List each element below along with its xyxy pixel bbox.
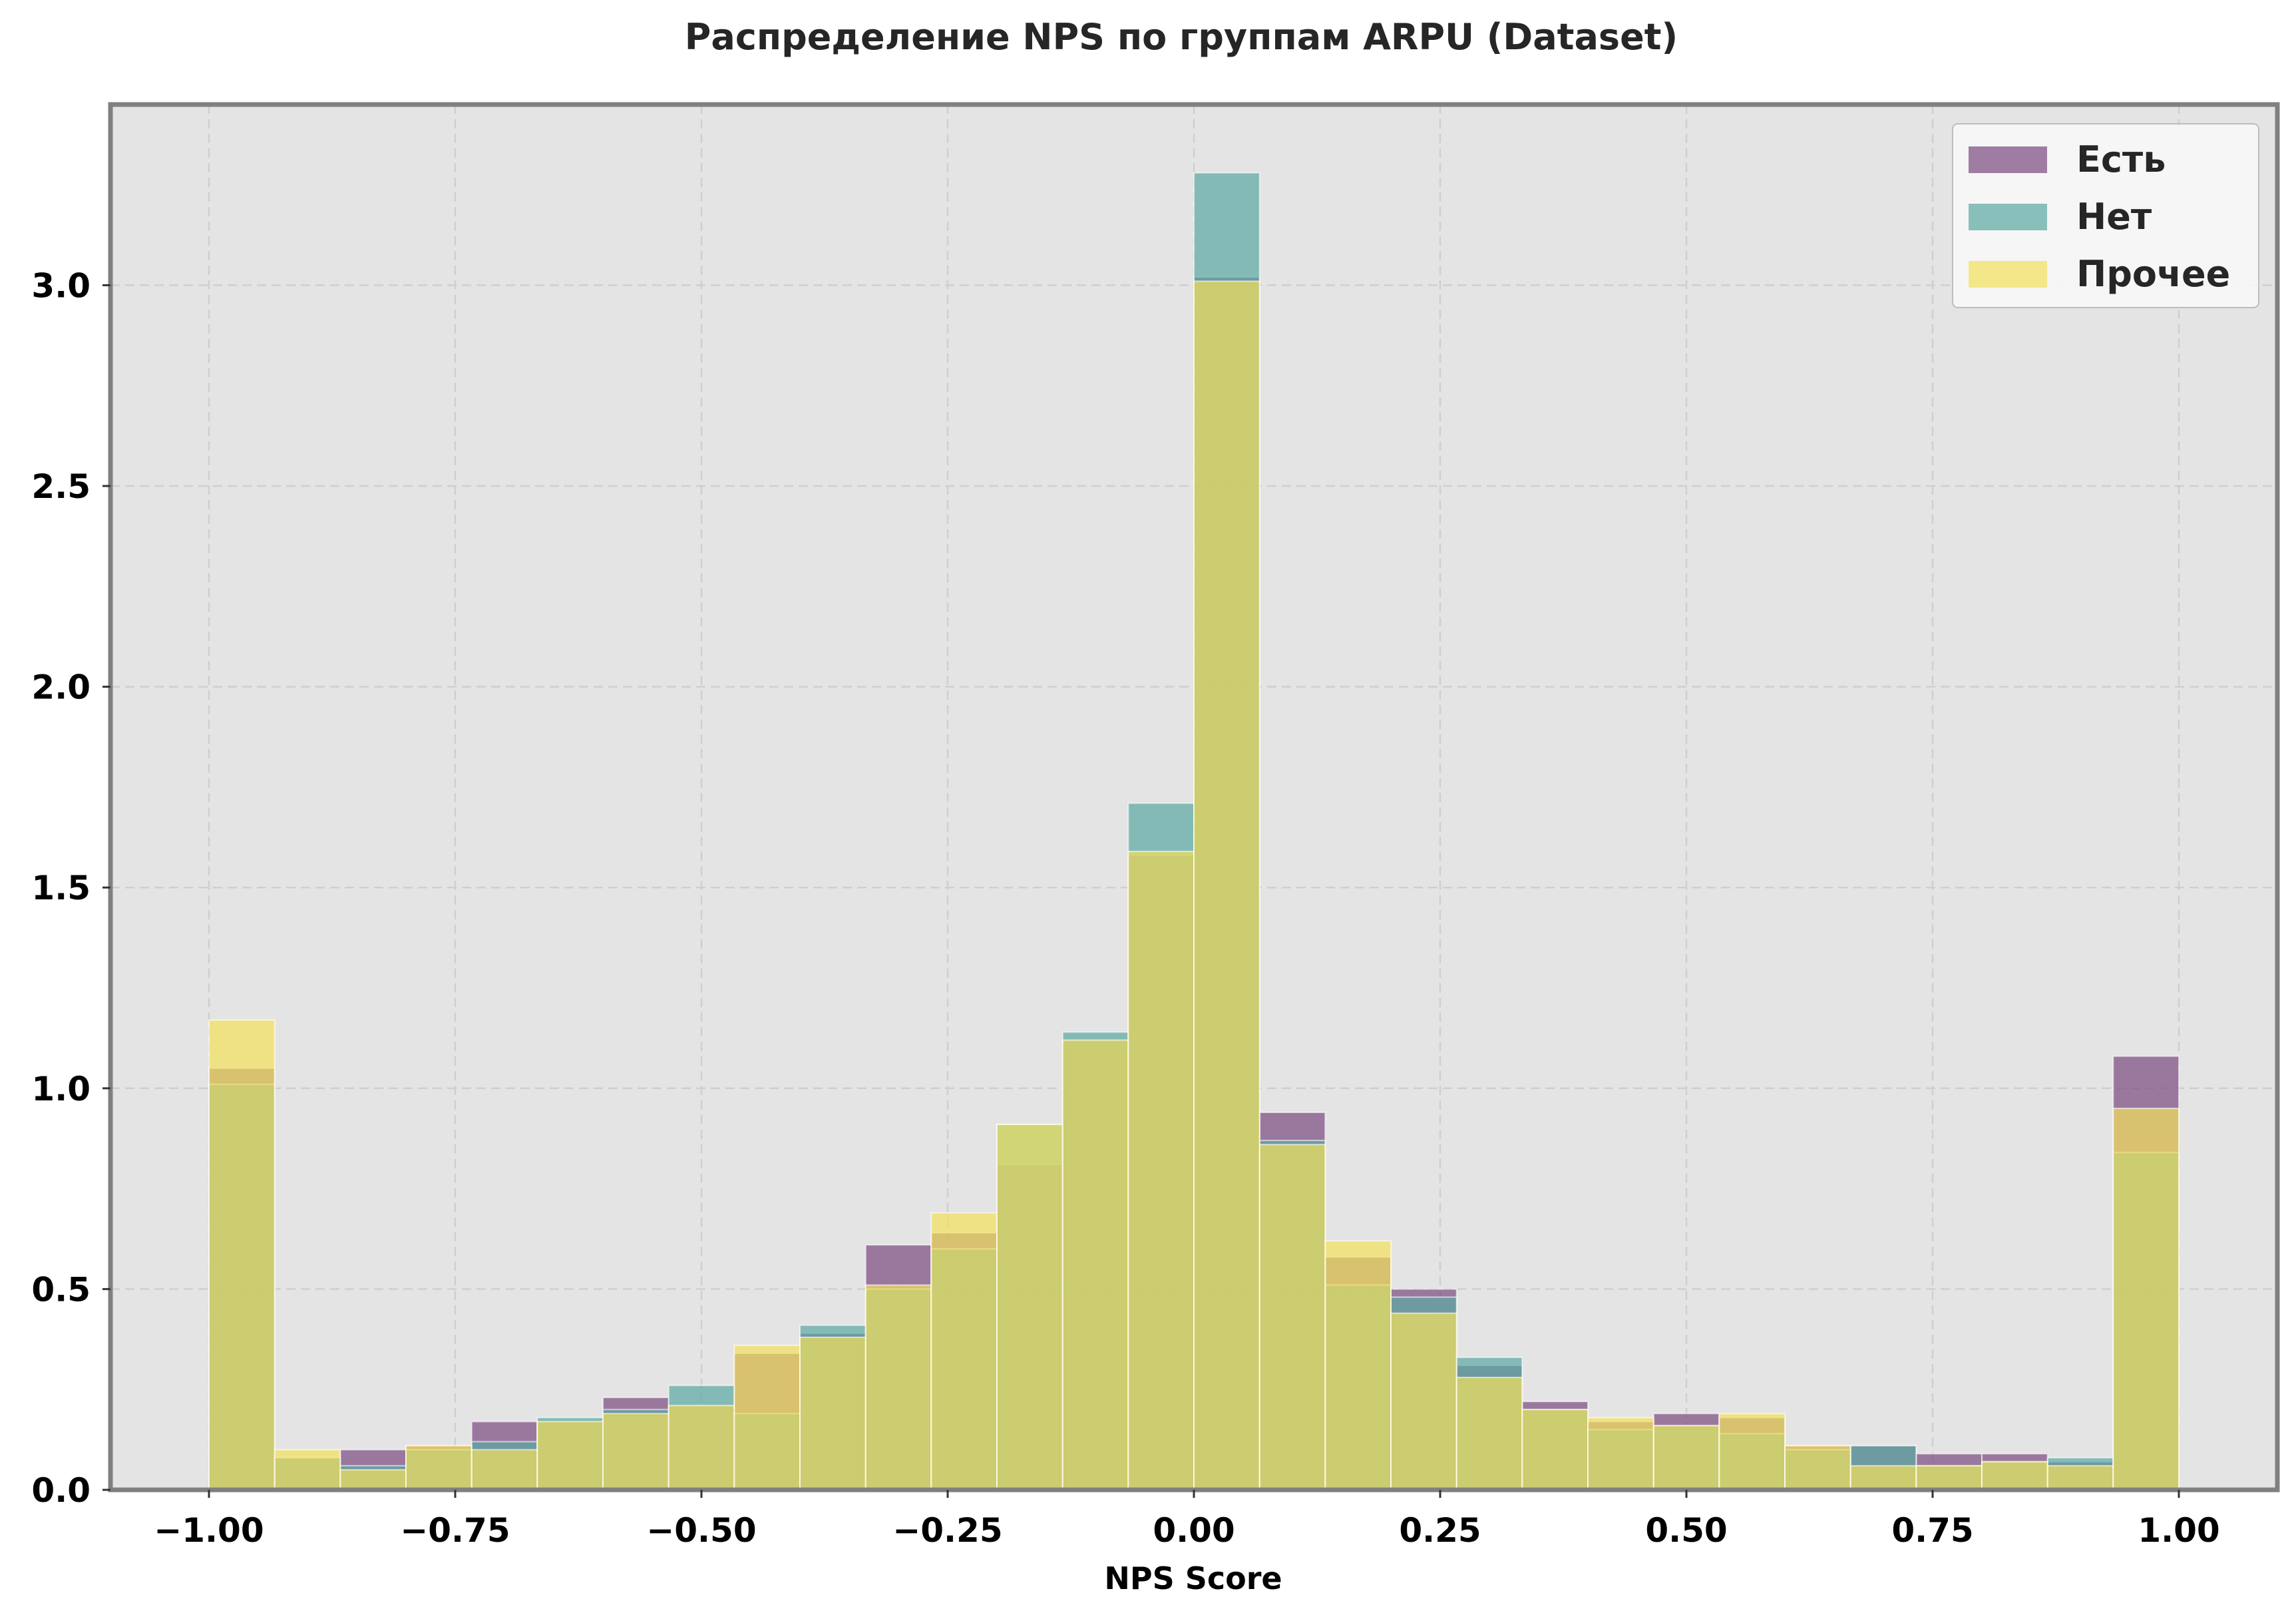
histogram-bar	[1127, 850, 1195, 1491]
legend-label: Нет	[2076, 196, 2152, 238]
x-tick-label: −1.00	[154, 1511, 264, 1550]
legend-swatch	[1969, 146, 2047, 173]
legend-label: Прочее	[2076, 253, 2230, 295]
histogram-bar	[339, 1469, 407, 1491]
histogram-bar	[733, 1344, 801, 1491]
histogram-bar	[930, 1212, 998, 1491]
legend: Есть Нет Прочее	[1952, 123, 2259, 308]
x-axis-ticks: −1.00 −0.75 −0.50 −0.25 0.00 0.25 0.50 0.75 1.00	[154, 1490, 2220, 1550]
series-3-bars	[208, 280, 2180, 1491]
histogram-bar	[668, 1405, 735, 1491]
histogram-bar	[1587, 1417, 1654, 1491]
histogram-bar	[1390, 1312, 1457, 1491]
histogram-bar	[996, 1124, 1063, 1491]
histogram-bar	[2046, 1465, 2114, 1491]
histogram-bar	[864, 1284, 932, 1491]
histogram-bar	[536, 1421, 604, 1491]
histogram-bar	[1652, 1425, 1720, 1491]
histogram-bars	[208, 172, 2180, 1491]
y-tick-label: 0.5	[31, 1270, 91, 1309]
y-axis-ticks: 0.0 0.5 1.0 1.5 2.0 2.5 3.0	[31, 266, 110, 1510]
x-tick-label: 0.00	[1153, 1511, 1235, 1550]
histogram-bar	[471, 1449, 538, 1491]
histogram-bar	[1718, 1413, 1786, 1491]
histogram-bar	[2112, 1107, 2180, 1491]
legend-label: Есть	[2076, 138, 2166, 180]
histogram-bar	[208, 1019, 276, 1491]
histogram-bar	[1784, 1445, 1851, 1491]
histogram-bar	[602, 1413, 670, 1491]
histogram-bar	[1061, 1039, 1129, 1491]
histogram-bar	[405, 1445, 473, 1491]
y-tick-label: 2.0	[31, 668, 91, 707]
histogram-bar	[1258, 1144, 1326, 1491]
y-tick-label: 2.5	[31, 467, 91, 506]
histogram-bar	[1455, 1377, 1523, 1491]
x-tick-label: 0.50	[1645, 1511, 1727, 1550]
histogram-bar	[1849, 1465, 1917, 1491]
y-tick-label: 3.0	[31, 266, 91, 305]
y-tick-label: 1.0	[31, 1070, 91, 1108]
x-tick-label: −0.75	[400, 1511, 510, 1550]
legend-swatch	[1969, 261, 2047, 288]
x-tick-label: −0.25	[892, 1511, 1002, 1550]
y-tick-label: 0.0	[31, 1471, 91, 1510]
y-tick-label: 1.5	[31, 869, 91, 907]
x-axis-label: NPS Score	[1104, 1560, 1282, 1596]
chart-title: Распределение NPS по группам ARPU (Datas…	[685, 16, 1678, 58]
legend-swatch	[1969, 204, 2047, 230]
x-tick-label: 0.25	[1399, 1511, 1481, 1550]
x-tick-label: 0.75	[1891, 1511, 1973, 1550]
x-tick-label: 1.00	[2138, 1511, 2219, 1550]
histogram-bar	[1981, 1461, 2048, 1491]
histogram-bar	[1521, 1409, 1589, 1491]
x-tick-label: −0.50	[646, 1511, 756, 1550]
histogram-bar	[274, 1449, 341, 1491]
histogram-bar	[1193, 280, 1260, 1491]
histogram-bar	[799, 1336, 866, 1491]
histogram-bar	[1324, 1240, 1392, 1491]
histogram-bar	[1915, 1465, 1983, 1491]
